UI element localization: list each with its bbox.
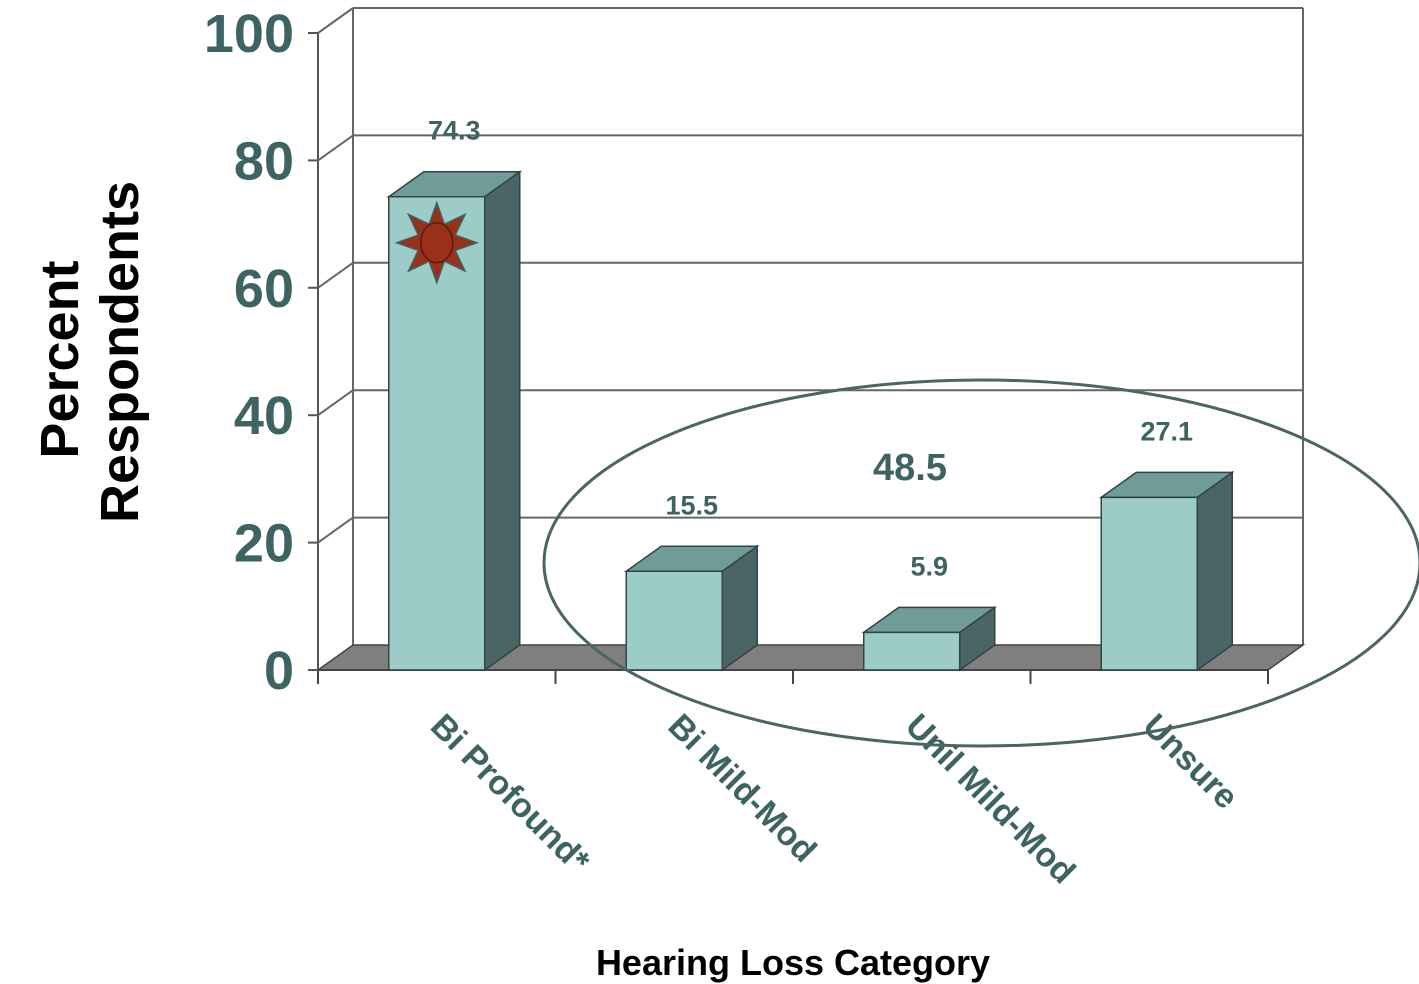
y-tick-label: 20 (234, 514, 294, 574)
bar-front (863, 631, 961, 671)
y-tick-label: 100 (204, 4, 294, 64)
bar (861, 605, 998, 672)
bar (1098, 470, 1235, 672)
bar (386, 170, 523, 672)
y-axis-title: Percent Respondents (30, 181, 150, 523)
category-label: Bi Profound* (423, 707, 597, 881)
y-axis-ticks: 0 20 40 60 80 100 (204, 4, 318, 701)
y-tick-label: 0 (264, 641, 294, 701)
annotations: 48.5 (394, 200, 1419, 748)
gridline-diagonal (317, 516, 354, 544)
bar-value-label: 5.9 (910, 551, 948, 581)
bar-value-label: 15.5 (665, 490, 718, 520)
y-tick-label: 60 (234, 259, 294, 319)
gridline-diagonal (317, 389, 354, 417)
y-axis-title-line-1: Percent (30, 260, 90, 458)
category-label: Bi Mild-Mod (661, 707, 824, 870)
y-tick-label: 40 (234, 386, 294, 446)
x-axis-title: Hearing Loss Category (596, 942, 990, 983)
group-ellipse (542, 378, 1419, 748)
bar-side (1196, 470, 1233, 672)
group-total-label: 48.5 (873, 447, 947, 489)
y-axis-title-line-2: Respondents (90, 181, 150, 523)
bar-side (484, 170, 521, 672)
bar-value-label: 27.1 (1140, 416, 1193, 446)
category-label: Unil Mild-Mod (898, 707, 1082, 891)
bar-front (625, 570, 723, 671)
gridline-diagonal (317, 134, 354, 162)
bars (386, 170, 1235, 672)
starburst-icon (394, 200, 480, 285)
gridline-diagonal (317, 261, 354, 289)
y-tick-label: 80 (234, 131, 294, 191)
bar-value-label: 74.3 (428, 116, 481, 146)
bar (623, 544, 760, 672)
value-labels: 74.3 15.5 5.9 27.1 (428, 116, 1193, 582)
bar-front (388, 195, 486, 671)
bar-front (1100, 496, 1198, 671)
gridline-diagonal (317, 7, 354, 34)
